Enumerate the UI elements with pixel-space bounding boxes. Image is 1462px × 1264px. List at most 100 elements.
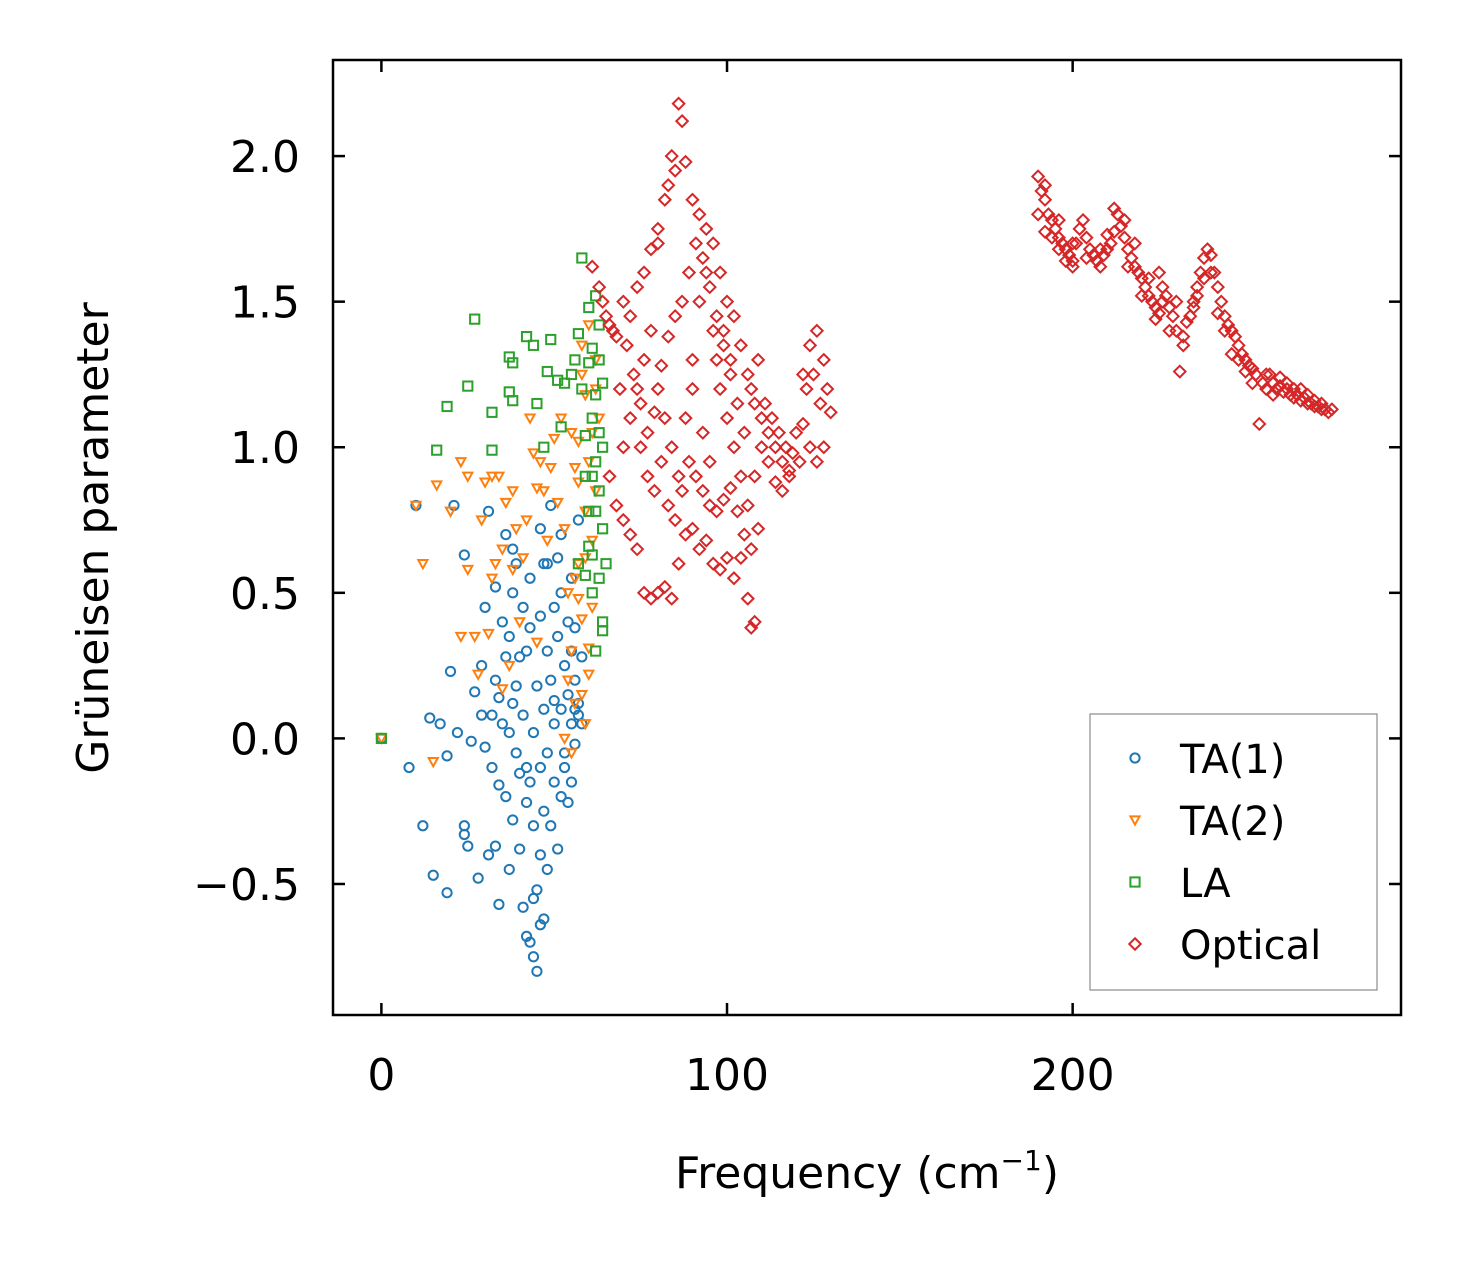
data-point (586, 342, 598, 354)
legend-label-ta2: TA(2) (1179, 799, 1285, 845)
data-point (668, 512, 683, 528)
data-point (802, 338, 818, 353)
data-point (568, 462, 582, 475)
data-point (1044, 230, 1060, 245)
data-point (524, 622, 536, 634)
data-point (695, 425, 710, 440)
data-point (576, 651, 588, 663)
data-point (723, 367, 738, 382)
data-point (799, 381, 814, 397)
x-tick-label: 100 (685, 1050, 769, 1101)
data-point (1290, 387, 1305, 402)
data-point (579, 470, 591, 482)
data-point (1265, 387, 1281, 402)
data-point (565, 646, 578, 658)
data-point (531, 680, 543, 692)
data-point (496, 616, 508, 628)
data-point (1189, 279, 1205, 295)
data-point (719, 294, 735, 309)
data-point (716, 492, 731, 507)
data-point (469, 313, 481, 325)
data-point (534, 610, 546, 622)
data-point (629, 279, 645, 295)
data-point (809, 454, 825, 469)
data-point (548, 776, 560, 788)
data-point (572, 477, 585, 489)
x-axis-title: Frequency (cm−1) (675, 1144, 1059, 1199)
data-point (593, 354, 605, 366)
series-ta1 (375, 499, 588, 977)
data-point (706, 236, 721, 251)
data-point (514, 767, 526, 779)
data-point (534, 849, 546, 861)
data-point (596, 377, 609, 389)
data-point (576, 383, 588, 395)
data-point (572, 436, 585, 449)
data-point (431, 444, 443, 456)
y-tick-label: 2.0 (230, 132, 300, 183)
data-point (605, 323, 621, 338)
data-point (590, 645, 602, 657)
data-point (681, 454, 697, 469)
legend-marker-symbol (1128, 815, 1142, 827)
series-optical (585, 96, 1340, 635)
data-point (520, 761, 533, 774)
data-point (461, 471, 475, 484)
data-point (561, 588, 575, 600)
data-point (552, 552, 564, 564)
data-point (541, 747, 553, 759)
data-point (1179, 314, 1194, 330)
data-point (507, 543, 519, 555)
data-point (596, 625, 609, 637)
data-point (569, 354, 581, 366)
data-point (750, 521, 766, 536)
data-point (1217, 323, 1232, 338)
data-point (1093, 259, 1108, 274)
legend-label-optical: Optical (1180, 923, 1321, 969)
data-point (510, 680, 522, 692)
data-point (468, 631, 482, 644)
data-point (1072, 221, 1087, 237)
data-point (681, 265, 697, 280)
data-point (699, 533, 714, 548)
series-la (375, 252, 612, 744)
data-point (688, 236, 704, 251)
data-point (507, 587, 519, 599)
data-point (424, 712, 436, 724)
data-point (623, 410, 638, 426)
data-point (482, 505, 495, 517)
data-point (685, 381, 700, 397)
legend-marker-ta1 (1129, 752, 1141, 764)
data-point (575, 690, 589, 702)
data-point (1224, 346, 1239, 362)
legend-marker-symbol (1129, 752, 1141, 764)
data-point (565, 748, 578, 760)
data-point (695, 250, 710, 266)
data-point (572, 558, 584, 570)
data-point (534, 523, 546, 535)
data-point (596, 523, 609, 535)
data-point (540, 535, 554, 548)
data-point (552, 630, 564, 643)
data-point (524, 572, 536, 584)
data-point (1103, 236, 1118, 251)
data-point (465, 735, 477, 747)
data-point (562, 796, 574, 809)
data-point (502, 660, 516, 673)
data-point (664, 591, 679, 606)
data-point (462, 840, 474, 852)
data-point (671, 96, 686, 111)
legend: TA(1) TA(2) LA Optical (1089, 713, 1378, 991)
data-point (668, 163, 683, 178)
data-point (458, 549, 470, 561)
data-point (823, 405, 838, 420)
y-tick-label: 0.0 (230, 714, 300, 765)
data-point (565, 776, 578, 788)
data-point (572, 328, 584, 340)
data-point (719, 550, 735, 566)
data-point (493, 779, 505, 791)
data-point (782, 469, 797, 484)
data-point (458, 828, 470, 841)
data-point (534, 761, 546, 774)
data-point (493, 898, 505, 910)
